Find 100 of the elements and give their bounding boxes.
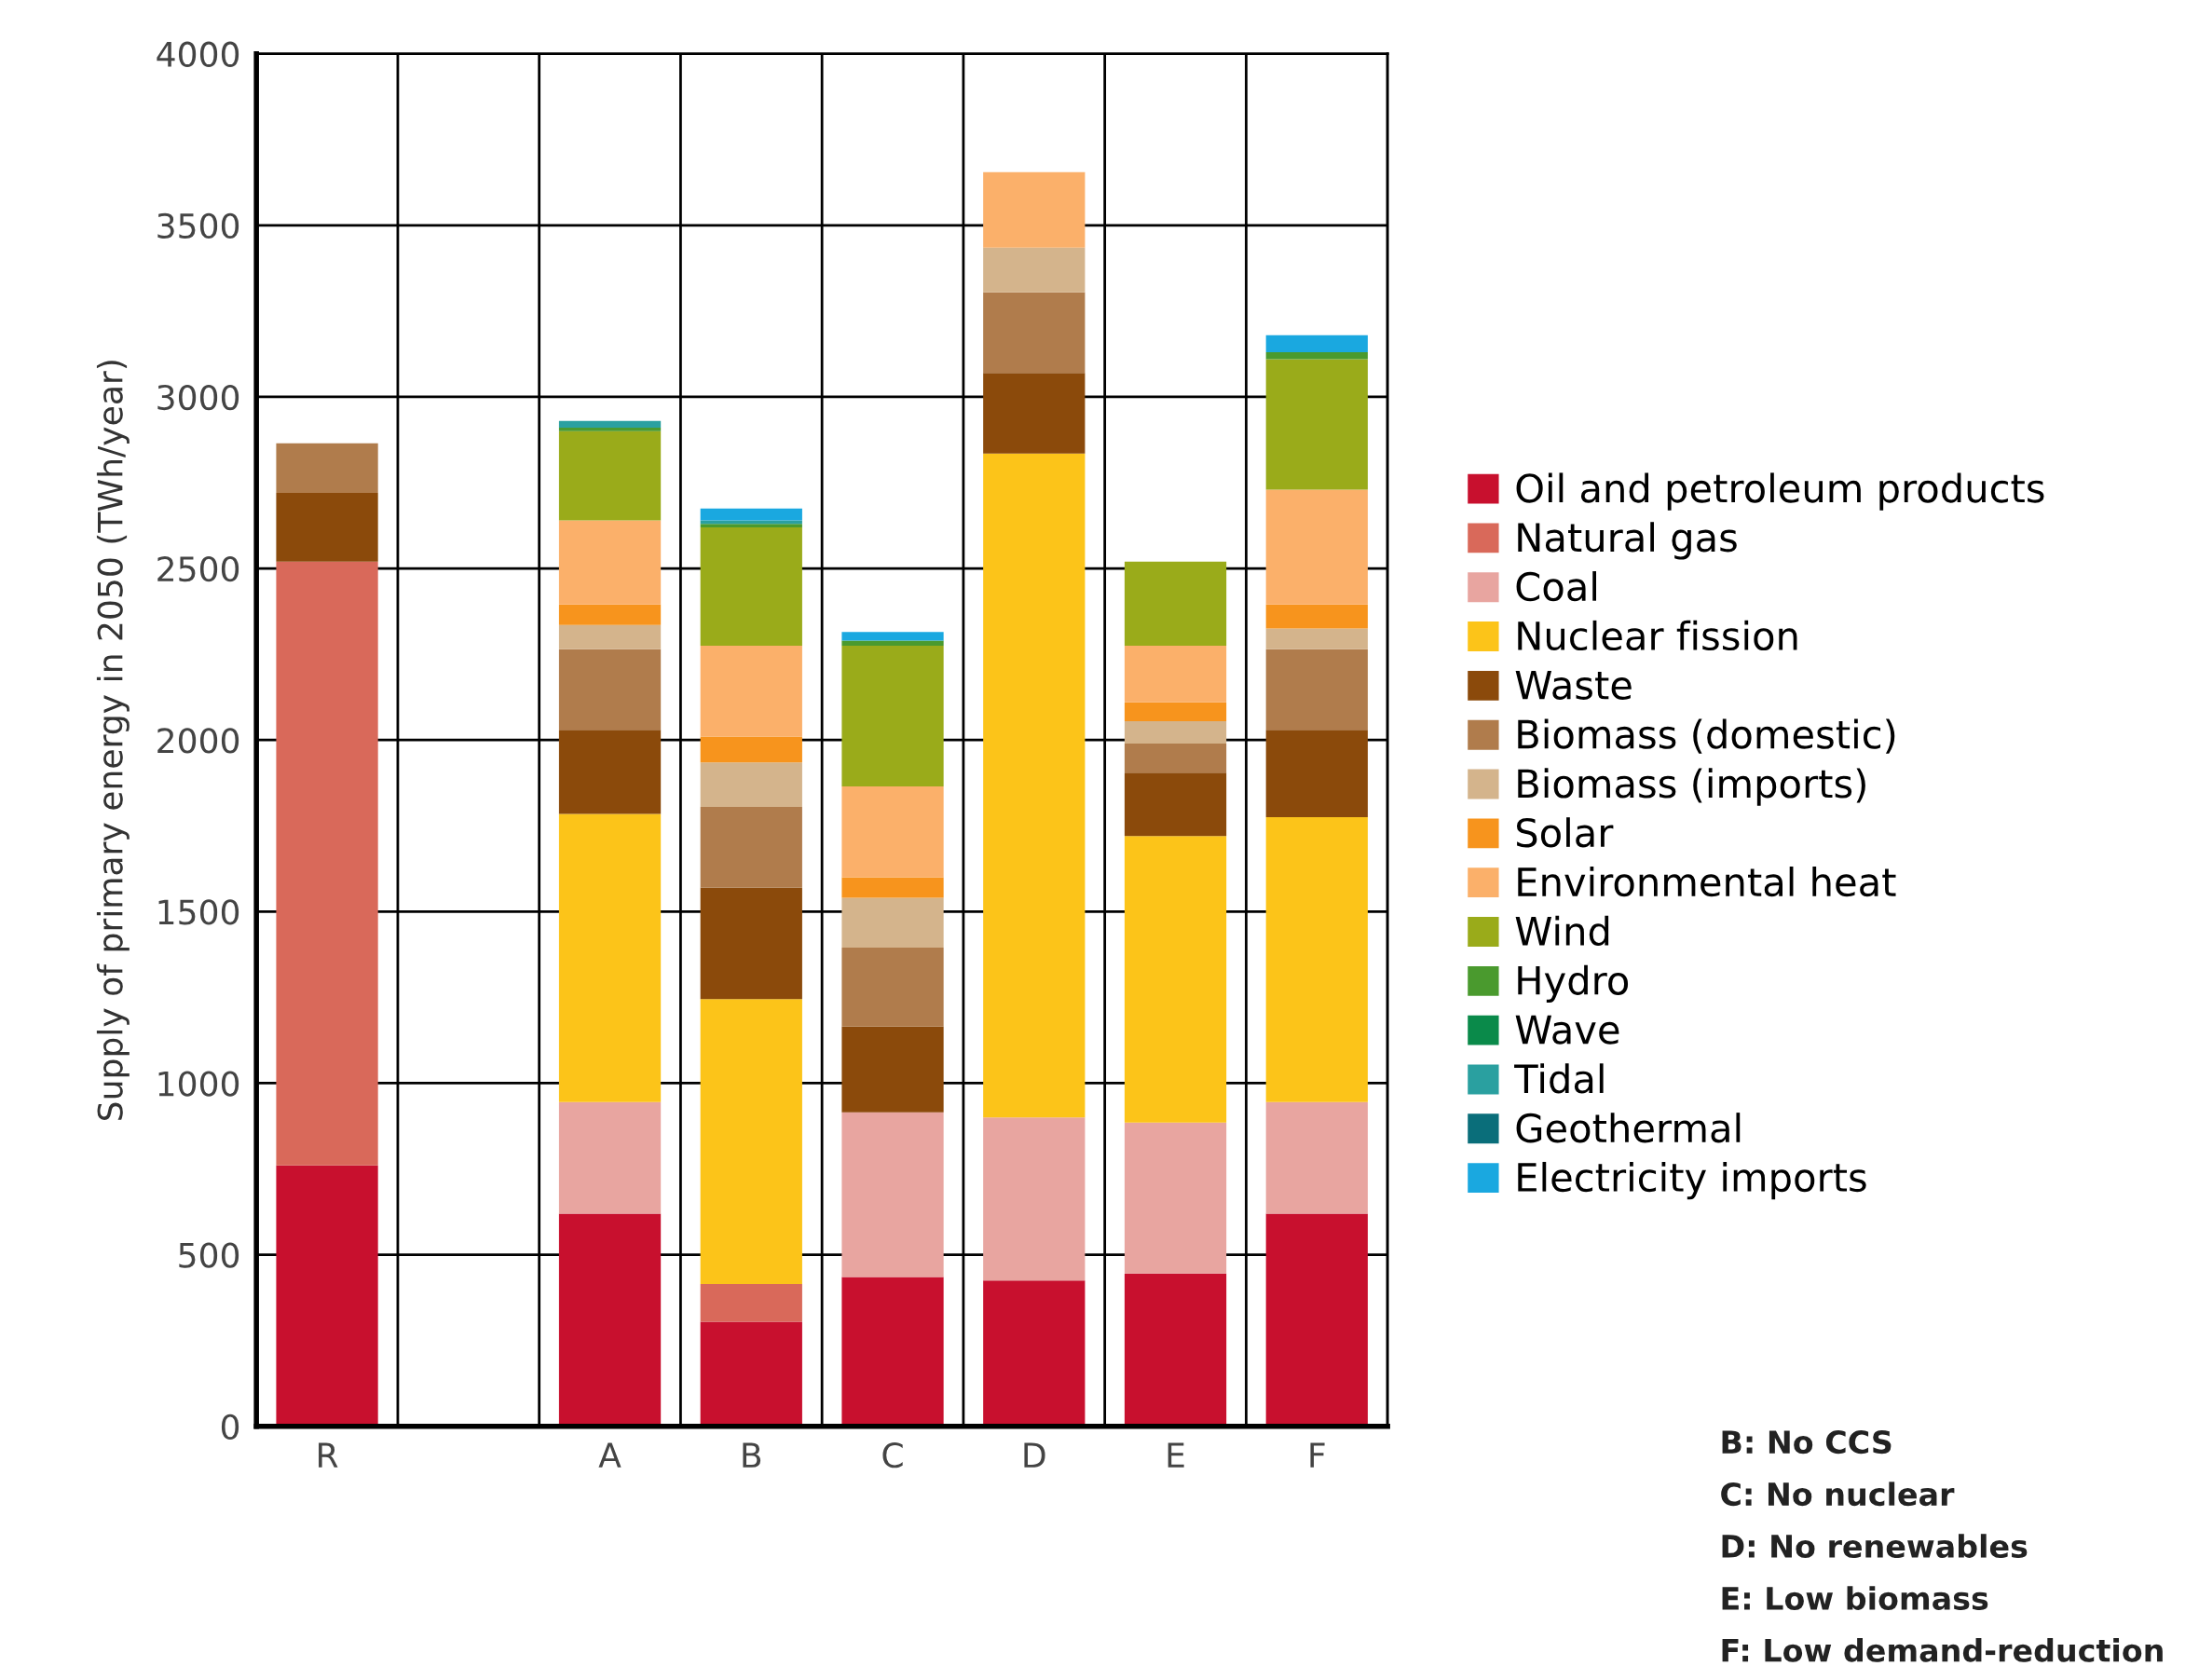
- bar: [700, 736, 802, 763]
- bar: [1124, 772, 1227, 837]
- bar: [1265, 335, 1368, 353]
- bar: [558, 420, 662, 429]
- bar: [276, 561, 378, 1166]
- legend-label: Coal: [1516, 571, 1597, 602]
- text: C: No nuclear: [1721, 1482, 1955, 1507]
- legend-label: Environmental heat: [1518, 867, 1896, 897]
- x-tick-label: F: [1310, 1442, 1325, 1468]
- y-tick-label: 4000: [157, 41, 239, 67]
- x-tick-label: B: [743, 1442, 761, 1468]
- bar: [1124, 743, 1227, 773]
- y-tick-label: 3500: [157, 212, 239, 239]
- bar: [276, 493, 378, 562]
- text: F: Low demand-reduction: [1722, 1638, 2163, 1662]
- bar: [700, 645, 802, 737]
- bar: [558, 430, 662, 521]
- bar: [841, 785, 944, 878]
- bar: [1265, 359, 1368, 490]
- bar: [700, 762, 802, 808]
- legend-label: Geothermal: [1516, 1113, 1741, 1143]
- legend-label: Wave: [1515, 1015, 1619, 1045]
- y-tick-label: 3000: [157, 384, 239, 411]
- bar: [841, 877, 944, 898]
- bar: [983, 247, 1086, 293]
- bar: [558, 520, 662, 605]
- bar: [700, 1283, 802, 1322]
- y-tick-label: 1000: [158, 1071, 239, 1097]
- x-tick-label: C: [882, 1442, 903, 1468]
- bar: [558, 604, 662, 625]
- x-tick-label: A: [598, 1442, 621, 1468]
- legend-label: Biomass (imports): [1518, 768, 1865, 806]
- bar: [558, 813, 662, 1102]
- bar: [700, 524, 802, 527]
- x-tick-label: E: [1168, 1442, 1184, 1468]
- bar: [700, 999, 802, 1284]
- bar: [841, 645, 944, 786]
- y-axis-title: Supply of primary energy in 2050 (TWh/year): [96, 361, 130, 1120]
- legend-label: Solar: [1516, 817, 1614, 848]
- bar: [1124, 561, 1227, 646]
- bar: [983, 1280, 1086, 1427]
- bar: [841, 948, 944, 1027]
- bar: [983, 171, 1086, 248]
- legend-label: Waste: [1515, 670, 1632, 700]
- bar: [841, 640, 944, 646]
- bar: [700, 807, 802, 888]
- bar: [1265, 352, 1368, 360]
- bar: [1265, 489, 1368, 605]
- bar: [700, 887, 802, 1000]
- bar: [558, 1101, 662, 1214]
- bar: [1124, 702, 1227, 721]
- bar: [558, 1213, 662, 1427]
- text: E: Low biomass: [1722, 1586, 1988, 1610]
- y-tick-label: 500: [179, 1242, 239, 1268]
- legend-label: Biomass (domestic): [1518, 718, 1895, 754]
- bar: [983, 1117, 1086, 1281]
- y-tick-label: 2500: [157, 556, 239, 582]
- text: D: No renewables: [1722, 1534, 2028, 1559]
- bar: [983, 373, 1086, 454]
- bar: [558, 730, 662, 814]
- bar: [700, 508, 802, 521]
- legend-label: Tidal: [1514, 1063, 1604, 1094]
- bar: [841, 1277, 944, 1427]
- bar: [558, 649, 662, 731]
- legend-label: Natural gas: [1518, 522, 1737, 560]
- bar: [841, 897, 944, 949]
- bar: [1124, 1122, 1227, 1274]
- x-tick-label: R: [319, 1442, 338, 1468]
- bar: [276, 443, 378, 494]
- bar: [1265, 604, 1368, 629]
- bar: [1265, 1213, 1368, 1427]
- y-tick-label: 2000: [157, 728, 239, 754]
- bar: [841, 1112, 944, 1277]
- bar: [700, 526, 802, 646]
- bar: [558, 624, 662, 649]
- legend-label: Oil and petroleum products: [1516, 472, 2044, 511]
- bar: [1124, 836, 1227, 1123]
- bar: [1265, 817, 1368, 1102]
- bar: [1265, 1101, 1368, 1214]
- bar: [276, 1165, 378, 1427]
- bar: [1124, 645, 1227, 703]
- legend-label: Electricity imports: [1518, 1161, 1866, 1200]
- bar: [983, 292, 1086, 374]
- legend-label: Hydro: [1518, 964, 1629, 1003]
- bar: [983, 453, 1086, 1118]
- bar: [1124, 720, 1227, 744]
- legend-label: Nuclear fission: [1518, 620, 1797, 651]
- y-tick-label: 1500: [158, 899, 239, 925]
- legend-label: Wind: [1515, 915, 1609, 947]
- bar: [841, 1026, 944, 1113]
- bar: [1265, 649, 1368, 731]
- bar: [700, 1321, 802, 1427]
- text: B: No CCS: [1722, 1430, 1892, 1455]
- bar: [558, 428, 662, 431]
- y-tick-label: 0: [221, 1414, 239, 1440]
- x-tick-label: D: [1024, 1442, 1045, 1468]
- bar: [1265, 628, 1368, 649]
- bar: [841, 632, 944, 641]
- bar: [1265, 730, 1368, 818]
- bar: [1124, 1273, 1227, 1427]
